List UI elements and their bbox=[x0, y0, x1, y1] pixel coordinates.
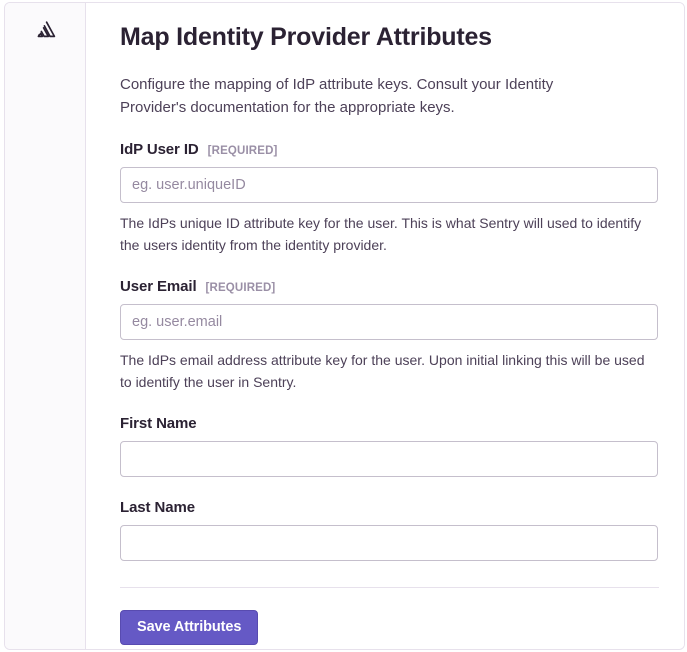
field-last-name: Last Name bbox=[120, 499, 658, 562]
settings-content: Map Identity Provider Attributes Configu… bbox=[86, 3, 684, 649]
required-badge: [REQUIRED] bbox=[207, 145, 278, 158]
field-idp-user-id: IdP User ID [REQUIRED] The IdPs unique I… bbox=[120, 141, 658, 256]
last-name-input[interactable] bbox=[120, 525, 658, 562]
required-badge: [REQUIRED] bbox=[205, 282, 276, 295]
field-label-row: User Email [REQUIRED] bbox=[120, 278, 654, 295]
first-name-input[interactable] bbox=[120, 441, 658, 478]
field-help-text: The IdPs email address attribute key for… bbox=[120, 352, 645, 391]
field-user-email: User Email [REQUIRED] The IdPs email add… bbox=[120, 278, 658, 393]
field-label-row: First Name bbox=[120, 415, 654, 432]
sentry-logo-icon[interactable] bbox=[32, 16, 62, 46]
sidebar bbox=[5, 3, 86, 649]
field-label: Last Name bbox=[120, 499, 195, 517]
field-first-name: First Name bbox=[120, 415, 658, 478]
idp-user-id-input[interactable] bbox=[120, 167, 658, 204]
page-title: Map Identity Provider Attributes bbox=[120, 23, 492, 51]
field-label: User Email bbox=[120, 278, 197, 296]
field-label-row: IdP User ID [REQUIRED] bbox=[120, 141, 654, 158]
save-attributes-button[interactable]: Save Attributes bbox=[120, 610, 259, 646]
settings-panel: Map Identity Provider Attributes Configu… bbox=[4, 2, 685, 650]
field-label: First Name bbox=[120, 415, 197, 433]
user-email-input[interactable] bbox=[120, 304, 658, 341]
footer-divider bbox=[120, 587, 659, 589]
field-help-text: The IdPs unique ID attribute key for the… bbox=[120, 215, 642, 254]
field-label-row: Last Name bbox=[120, 499, 654, 516]
page-description: Configure the mapping of IdP attribute k… bbox=[120, 76, 554, 117]
field-label: IdP User ID bbox=[120, 141, 199, 159]
